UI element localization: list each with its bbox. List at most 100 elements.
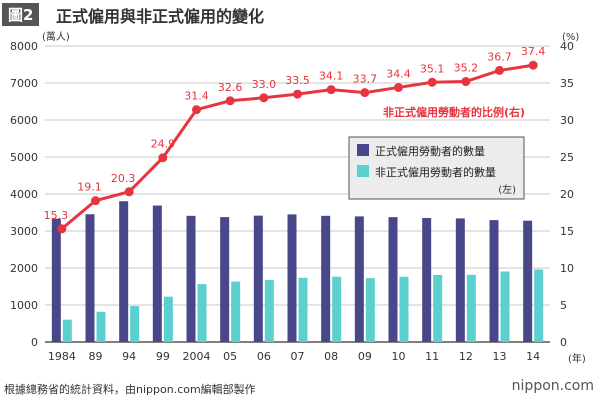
ratio-data-label: 19.1 [77,181,102,194]
ratio-data-label: 36.7 [487,50,512,63]
x-tick-label: 94 [122,350,136,363]
x-tick-label: 13 [493,350,507,363]
x-tick-label: 08 [324,350,338,363]
bar-regular [321,215,331,342]
ratio-data-label: 35.1 [420,62,445,75]
ratio-data-label: 33.7 [353,73,378,86]
legend-axis-note: (左) [498,183,516,196]
ratio-point [259,93,269,103]
ratio-data-label: 33.5 [285,74,310,87]
ratio-point [57,224,67,234]
x-tick-label: 06 [257,350,271,363]
x-tick-label: 1984 [48,350,76,363]
right-tick-label: 0 [560,336,567,349]
bar-regular [422,217,432,342]
right-tick-label: 20 [560,188,574,201]
legend-swatch [357,144,369,156]
x-tick-label: 10 [392,350,406,363]
ratio-data-label: 35.2 [454,62,479,75]
left-tick-label: 6000 [10,114,38,127]
ratio-point [293,89,302,99]
ratio-data-label: 15.3 [44,209,69,222]
left-tick-label: 5000 [10,151,38,164]
left-axis-unit: (萬人) [42,30,70,43]
bar-nonregular [433,274,443,342]
ratio-point [326,85,336,95]
ratio-point [192,105,201,115]
ratio-data-label: 37.4 [521,45,546,58]
ratio-data-label: 20.3 [111,172,136,185]
right-tick-label: 5 [560,299,567,312]
ratio-point [461,77,471,87]
bar-nonregular [231,281,241,342]
source-note: 根據總務省的統計資料，由nippon.com編輯部製作 [4,383,256,396]
left-tick-label: 4000 [10,188,38,201]
ratio-data-label: 33.0 [252,78,277,91]
x-tick-label: 14 [526,350,540,363]
ratio-point [124,187,134,197]
nippon-logo: nippon.com [511,378,594,394]
left-tick-label: 2000 [10,262,38,275]
chart-header: 圖2 正式僱用與非正式僱用的變化 [0,0,600,28]
bar-nonregular [197,284,207,342]
bar-regular [186,215,196,342]
legend-label: 正式僱用勞動者的數量 [375,144,485,158]
right-tick-label: 30 [560,114,574,127]
ratio-point [225,96,235,106]
right-axis-unit: (%) [562,32,579,43]
bar-regular [119,201,129,342]
bar-regular [388,217,398,342]
bar-nonregular [500,271,510,342]
ratio-data-label: 31.4 [184,90,209,103]
figure-tag: 圖2 [2,3,40,26]
ratio-point [427,77,437,87]
left-tick-label: 7000 [10,77,38,90]
chart-title: 正式僱用與非正式僱用的變化 [56,7,265,26]
ratio-point [495,65,504,75]
x-tick-label: 05 [223,350,237,363]
legend-box [348,136,525,200]
bar-regular [152,205,162,342]
x-tick-label: 89 [89,350,103,363]
legend-label: 非正式僱用勞動者的數量 [375,165,496,179]
x-tick-label: 11 [425,350,439,363]
bar-nonregular [130,306,140,342]
bar-nonregular [163,296,173,342]
right-tick-label: 35 [560,77,574,90]
ratio-point [91,196,100,206]
x-tick-label: 2004 [183,350,211,363]
bar-regular [51,218,61,342]
bar-nonregular [62,319,72,342]
bar-regular [220,217,230,342]
bar-nonregular [96,311,106,342]
ratio-point [528,60,538,70]
right-tick-label: 25 [560,151,574,164]
bar-nonregular [298,277,308,342]
ratio-point [158,153,168,163]
ratio-line-label: 非正式僱用勞動者的比例(右) [383,105,525,119]
left-tick-label: 8000 [10,40,38,53]
bar-nonregular [399,276,409,342]
right-tick-label: 10 [560,262,574,275]
bar-regular [287,214,297,342]
x-tick-label: 07 [291,350,305,363]
bar-nonregular [264,279,274,342]
bar-regular [489,220,499,342]
x-tick-label: 09 [358,350,372,363]
bar-regular [85,214,95,342]
bar-regular [354,216,364,342]
legend-swatch [357,165,369,177]
bar-regular [455,218,465,342]
ratio-data-label: 34.1 [319,70,344,83]
left-tick-label: 0 [31,336,38,349]
ratio-point [394,82,403,92]
left-tick-label: 3000 [10,225,38,238]
bar-nonregular [332,276,342,342]
bar-nonregular [466,274,476,342]
ratio-data-label: 34.4 [386,67,411,80]
right-tick-label: 15 [560,225,574,238]
ratio-data-label: 32.6 [218,81,243,94]
bar-nonregular [365,278,375,342]
x-axis-unit: (年) [568,352,586,365]
